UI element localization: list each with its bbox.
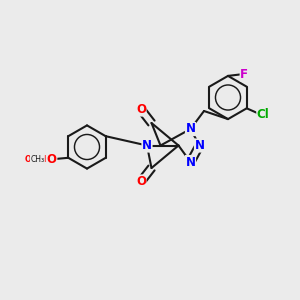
- Text: O: O: [47, 154, 56, 164]
- Text: O: O: [47, 153, 57, 166]
- Text: N: N: [185, 155, 196, 169]
- Text: N: N: [194, 139, 205, 152]
- Text: F: F: [240, 68, 248, 81]
- Text: O–CH₃: O–CH₃: [25, 155, 50, 164]
- Text: N: N: [142, 139, 152, 152]
- Text: CH₃: CH₃: [30, 155, 44, 164]
- Text: O: O: [136, 103, 146, 116]
- Text: N: N: [185, 122, 196, 136]
- Text: Cl: Cl: [257, 108, 270, 121]
- Text: O: O: [136, 175, 146, 188]
